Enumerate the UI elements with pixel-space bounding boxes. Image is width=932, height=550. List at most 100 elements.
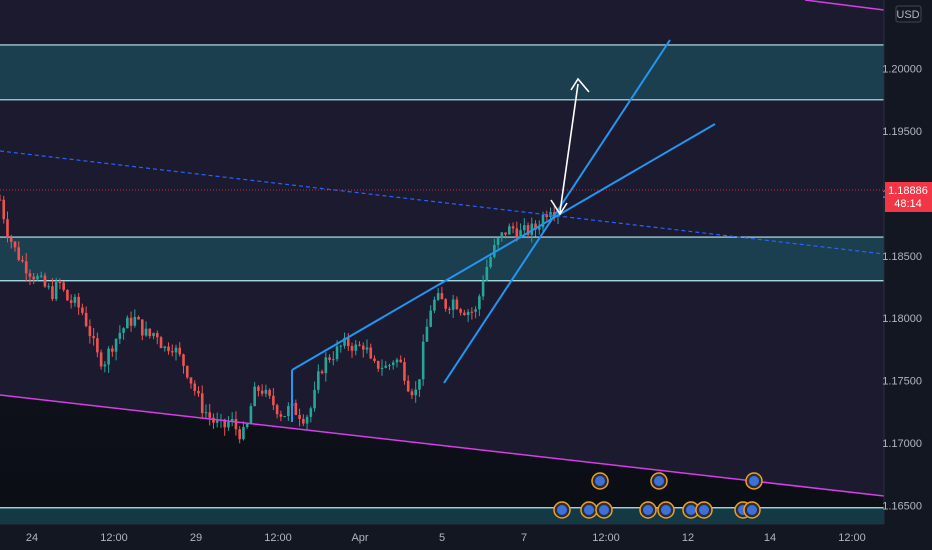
candle-body[interactable] (391, 362, 395, 366)
candle-body[interactable] (444, 299, 447, 309)
candle-body[interactable] (260, 390, 264, 394)
candle-body[interactable] (406, 380, 410, 392)
candle-body[interactable] (215, 420, 219, 423)
candle-body[interactable] (92, 336, 95, 339)
candle-body[interactable] (111, 348, 114, 352)
candle-body[interactable] (522, 225, 526, 231)
candle-body[interactable] (500, 232, 504, 239)
candle-body[interactable] (54, 281, 58, 300)
candle-body[interactable] (287, 406, 290, 417)
candle-body[interactable] (185, 365, 189, 378)
wedge-upper-line[interactable] (291, 123, 716, 371)
candle-body[interactable] (28, 273, 32, 277)
candle-body[interactable] (84, 312, 88, 327)
candle-body[interactable] (313, 389, 316, 409)
candle-body[interactable] (470, 311, 474, 313)
candle-body[interactable] (39, 275, 43, 277)
candle-body[interactable] (459, 309, 462, 313)
candle-body[interactable] (545, 214, 549, 218)
candle-body[interactable] (433, 299, 436, 311)
candle-body[interactable] (133, 316, 137, 326)
candle-body[interactable] (478, 296, 481, 310)
candle-body[interactable] (43, 275, 47, 287)
candle-body[interactable] (264, 389, 268, 394)
candle-body[interactable] (534, 223, 537, 230)
candle-body[interactable] (361, 345, 365, 350)
candle-body[interactable] (526, 225, 530, 235)
candle-body[interactable] (47, 286, 50, 288)
candle-body[interactable] (238, 429, 241, 440)
candle-body[interactable] (537, 227, 541, 230)
channel-line-lower[interactable] (0, 394, 885, 497)
candle-body[interactable] (223, 419, 226, 428)
candle-body[interactable] (107, 348, 110, 365)
candle-body[interactable] (242, 427, 245, 440)
candle-body[interactable] (155, 333, 159, 338)
candle-body[interactable] (114, 338, 118, 352)
candle-body[interactable] (197, 390, 200, 394)
currency-badge[interactable] (895, 5, 922, 23)
candle-body[interactable] (62, 282, 65, 290)
candle-body[interactable] (508, 226, 511, 235)
candle-body[interactable] (474, 309, 477, 312)
candle-body[interactable] (384, 365, 388, 368)
candle-body[interactable] (257, 386, 260, 391)
candle-body[interactable] (332, 359, 335, 361)
candle-body[interactable] (395, 359, 399, 363)
candle-body[interactable] (294, 402, 298, 415)
candle-body[interactable] (365, 347, 369, 350)
zone-1[interactable] (0, 237, 884, 281)
candle-body[interactable] (163, 346, 167, 349)
candle-body[interactable] (69, 300, 73, 303)
candle-body[interactable] (541, 214, 545, 228)
candle-body[interactable] (141, 319, 144, 336)
candle-body[interactable] (200, 393, 204, 413)
candle-body[interactable] (335, 346, 339, 360)
candle-body[interactable] (380, 367, 384, 369)
candle-body[interactable] (193, 383, 197, 391)
candle-body[interactable] (182, 354, 185, 366)
candle-body[interactable] (245, 423, 249, 428)
candle-body[interactable] (272, 395, 275, 406)
candle-body[interactable] (425, 326, 429, 342)
candle-body[interactable] (455, 299, 459, 310)
candle-body[interactable] (208, 412, 212, 418)
candle-body[interactable] (88, 326, 92, 337)
candle-body[interactable] (283, 416, 286, 418)
candle-body[interactable] (530, 223, 534, 235)
candle-body[interactable] (230, 419, 234, 422)
candle-body[interactable] (515, 228, 519, 238)
candle-body[interactable] (466, 311, 470, 315)
candle-body[interactable] (481, 280, 485, 297)
candle-body[interactable] (9, 237, 13, 242)
candle-body[interactable] (489, 256, 492, 267)
candle-body[interactable] (279, 414, 283, 417)
candle-body[interactable] (324, 357, 328, 374)
candle-body[interactable] (309, 408, 313, 417)
candle-body[interactable] (21, 259, 24, 262)
candle-body[interactable] (493, 244, 496, 257)
candle-body[interactable] (354, 344, 358, 351)
candle-body[interactable] (144, 328, 148, 336)
candle-body[interactable] (227, 421, 230, 428)
target-arrow[interactable] (559, 83, 579, 213)
candle-body[interactable] (320, 371, 324, 374)
candle-body[interactable] (51, 286, 54, 300)
candle-body[interactable] (519, 230, 522, 238)
zone-0[interactable] (0, 44, 884, 100)
candle-body[interactable] (463, 312, 466, 315)
candle-body[interactable] (298, 414, 301, 419)
candle-body[interactable] (212, 417, 215, 423)
candle-body[interactable] (346, 337, 350, 347)
candle-body[interactable] (6, 219, 9, 238)
candle-body[interactable] (148, 328, 152, 337)
candle-body[interactable] (376, 360, 380, 369)
candle-body[interactable] (436, 293, 440, 300)
target-arrow-head-up[interactable] (570, 77, 590, 93)
candle-body[interactable] (373, 358, 376, 361)
price-axis[interactable] (884, 0, 932, 550)
candle-body[interactable] (388, 365, 391, 367)
candle-body[interactable] (343, 337, 346, 346)
candle-body[interactable] (58, 281, 62, 283)
